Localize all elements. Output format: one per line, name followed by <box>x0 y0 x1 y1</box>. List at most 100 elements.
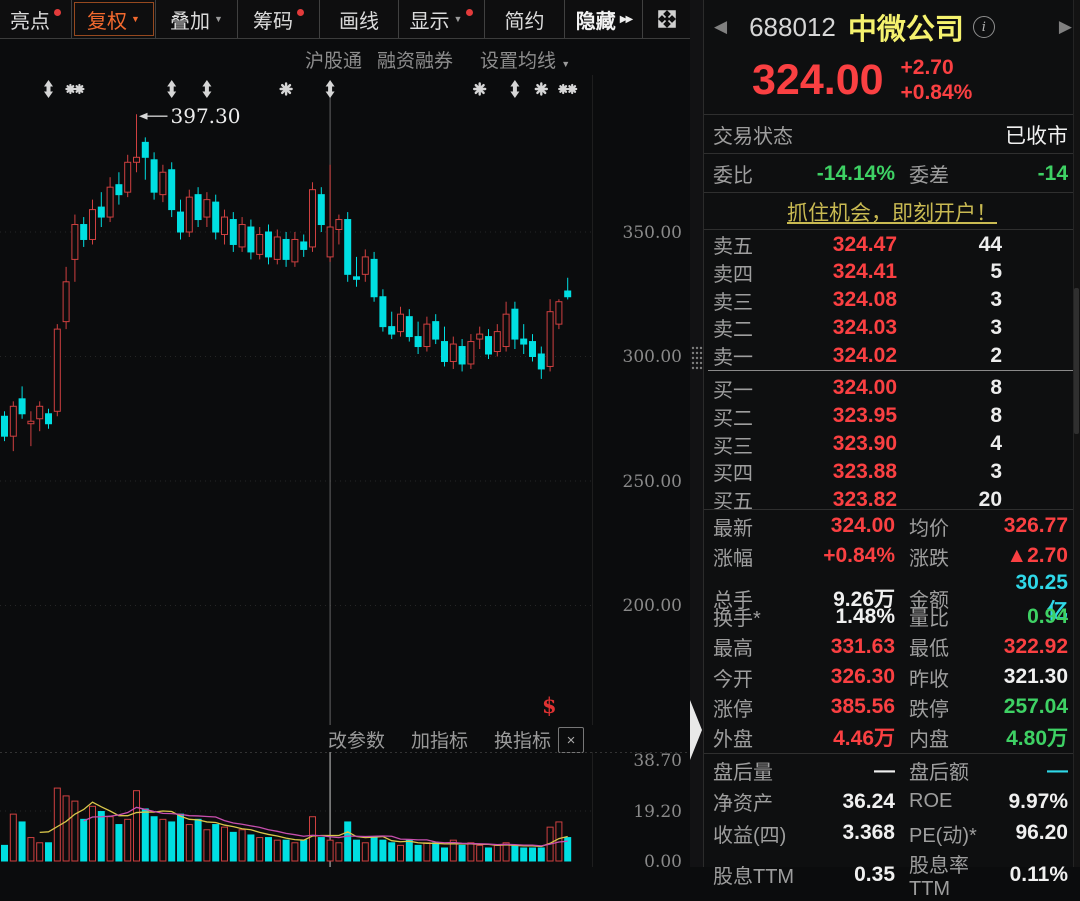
ask-row-4[interactable]: 卖四 324.41 5 <box>704 258 1080 286</box>
stat-value: — <box>1047 758 1068 782</box>
stat-label: 股息TTM <box>713 866 795 889</box>
bid-row-1[interactable]: 买一 324.00 8 <box>704 374 1080 402</box>
change-params-button[interactable]: 改参数 <box>328 731 386 752</box>
divider <box>704 753 1080 754</box>
volume-chart[interactable] <box>0 752 690 872</box>
stock-header: ◀ 688012 中微公司 i ▶ <box>704 4 1080 50</box>
toolbar-overlay-button[interactable]: 叠加 ▼ <box>156 0 238 38</box>
bid-row-5[interactable]: 买五 323.82 20 <box>704 485 1080 514</box>
stat-value: 0.94 <box>1027 604 1068 628</box>
switch-indicator-button[interactable]: 换指标 <box>494 731 552 752</box>
bid-row-2[interactable]: 买二 323.95 8 <box>704 402 1080 430</box>
toolbar-adjust-button[interactable]: 复权 ▼ <box>72 0 156 38</box>
stats-row: 今开 326.30 昨收 321.30 <box>704 662 1080 692</box>
bid-label: 买三 <box>713 435 753 458</box>
divider <box>704 114 1080 115</box>
bid-row-3[interactable]: 买三 323.90 4 <box>704 430 1080 458</box>
bid-price: 324.00 <box>832 376 897 400</box>
order-book: 卖五 324.47 44 卖四 324.41 5 卖三 324.08 3 卖二 … <box>704 230 1080 513</box>
ask-row-3[interactable]: 卖三 324.08 3 <box>704 286 1080 314</box>
open-account-link[interactable]: 抓住机会，即刻开户！ <box>787 201 997 225</box>
expand-icon <box>657 10 676 28</box>
stat-label: 最新 <box>713 517 753 540</box>
next-stock-arrow[interactable]: ▶ <box>1058 17 1072 36</box>
toolbar-display-button[interactable]: 显示 ▼ <box>399 0 485 38</box>
weibi-value: -14.14% <box>816 161 895 185</box>
stat-value: 326.30 <box>830 665 895 689</box>
dollar-indicator-icon[interactable]: $ <box>542 693 557 718</box>
bid-label: 买二 <box>713 407 753 430</box>
stat-label: 金额 <box>909 589 949 612</box>
bid-label: 买五 <box>713 491 753 514</box>
order-imbalance-row: 委比 -14.14% 委差 -14 <box>704 155 1080 193</box>
volume-axis-tick: 0.00 <box>644 852 682 872</box>
stats-row: 最新 324.00 均价 326.77 <box>704 511 1080 541</box>
trade-status-value: 已收市 <box>1005 124 1068 148</box>
ask-row-2[interactable]: 卖二 324.03 3 <box>704 313 1080 342</box>
ma-settings-label: 设置均线 <box>480 51 557 72</box>
stats-row: 换手* 1.48% 量比 0.94 <box>704 602 1080 632</box>
fullscreen-button[interactable] <box>643 0 690 38</box>
stat-label: ROE <box>909 790 953 813</box>
stats-row: 收益(四) 3.368 PE(动)* 96.20 <box>704 818 1080 849</box>
ask-volume: 5 <box>990 260 1002 284</box>
stat-label: 涨幅 <box>713 547 753 570</box>
toolbar-highlights-button[interactable]: 亮点 <box>0 0 72 38</box>
bid-label: 买一 <box>713 379 753 402</box>
subtoolbar-hgt-connect[interactable]: 沪股通 <box>305 51 363 72</box>
ask-row-5[interactable]: 卖五 324.47 44 <box>704 230 1080 259</box>
add-indicator-button[interactable]: 加指标 <box>411 731 469 752</box>
prev-stock-arrow[interactable]: ◀ <box>714 17 728 36</box>
ask-row-1[interactable]: 卖一 324.02 2 <box>704 341 1080 370</box>
ask-volume: 3 <box>990 288 1002 312</box>
toolbar-simple-button[interactable]: 简约 <box>485 0 565 38</box>
subtoolbar-ma-settings[interactable]: 设置均线 ▼ <box>480 46 570 73</box>
toolbar-drawline-label: 画线 <box>339 10 379 33</box>
toolbar-hide-button[interactable]: 隐藏 ▶▶ <box>565 0 643 38</box>
toolbar-highlights-label: 亮点 <box>10 10 50 33</box>
info-icon[interactable]: i <box>972 16 995 38</box>
chevron-down-icon: ▼ <box>214 13 223 24</box>
stat-value: 36.24 <box>842 789 895 813</box>
stats-grid-secondary: 盘后量 — 盘后额 — 净资产 36.24 ROE 9.97% 收益(四) 3.… <box>704 755 1080 900</box>
ask-label: 卖五 <box>713 236 753 258</box>
bid-row-4[interactable]: 买四 323.88 3 <box>704 457 1080 486</box>
stat-label: 收益(四) <box>713 824 787 847</box>
bid-price: 323.88 <box>832 459 897 483</box>
stat-label: 均价 <box>909 517 949 540</box>
scrollbar-thumb[interactable] <box>1074 288 1079 434</box>
volume-axis-tick: 19.20 <box>633 802 682 822</box>
ask-volume: 44 <box>978 232 1002 256</box>
candlestick-chart[interactable]: 397.30 <box>0 75 690 730</box>
toolbar-chips-button[interactable]: 筹码 <box>238 0 320 38</box>
stats-row: 涨幅 +0.84% 涨跌 ▲2.70 <box>704 541 1080 571</box>
stat-value: 1.48% <box>835 604 895 628</box>
stat-value: ▲2.70 <box>1006 544 1068 568</box>
chart-toolbar: 亮点 复权 ▼ 叠加 ▼ 筹码 画线 显示 ▼ 简约 隐藏 ▶▶ <box>0 0 690 39</box>
last-price: 324.00 <box>752 55 884 104</box>
price-axis-tick: 200.00 <box>622 596 682 616</box>
drag-handle-icon[interactable] <box>690 345 703 371</box>
price-axis-tick: 300.00 <box>622 347 682 367</box>
bid-price: 323.82 <box>832 487 897 511</box>
stat-value: 4.46万 <box>833 727 895 751</box>
collapse-panel-arrow[interactable] <box>688 695 704 765</box>
stats-row: 净资产 36.24 ROE 9.97% <box>704 786 1080 817</box>
stat-label: 股息率TTM <box>909 854 969 900</box>
stat-label: 昨收 <box>909 668 949 691</box>
close-indicator-button[interactable]: × <box>558 727 584 753</box>
stat-value: 385.56 <box>830 695 895 719</box>
toolbar-simple-label: 简约 <box>504 10 545 33</box>
toolbar-drawline-button[interactable]: 画线 <box>320 0 399 38</box>
stats-row: 股息TTM 0.35 股息率TTM 0.11% <box>704 849 1080 900</box>
price-axis-tick: 350.00 <box>622 223 682 243</box>
stat-value: 30.25亿 <box>1015 571 1068 624</box>
volume-axis-tick: 38.70 <box>633 751 682 771</box>
weicha-value: -14 <box>1037 161 1068 185</box>
bid-label: 买四 <box>713 463 753 486</box>
stats-row: 涨停 385.56 跌停 257.04 <box>704 692 1080 722</box>
stat-value: 0.35 <box>854 862 895 886</box>
subtoolbar-margin-trading[interactable]: 融资融券 <box>377 51 454 72</box>
chevron-down-icon: ▼ <box>561 59 571 69</box>
toolbar-display-label: 显示 <box>409 10 450 33</box>
